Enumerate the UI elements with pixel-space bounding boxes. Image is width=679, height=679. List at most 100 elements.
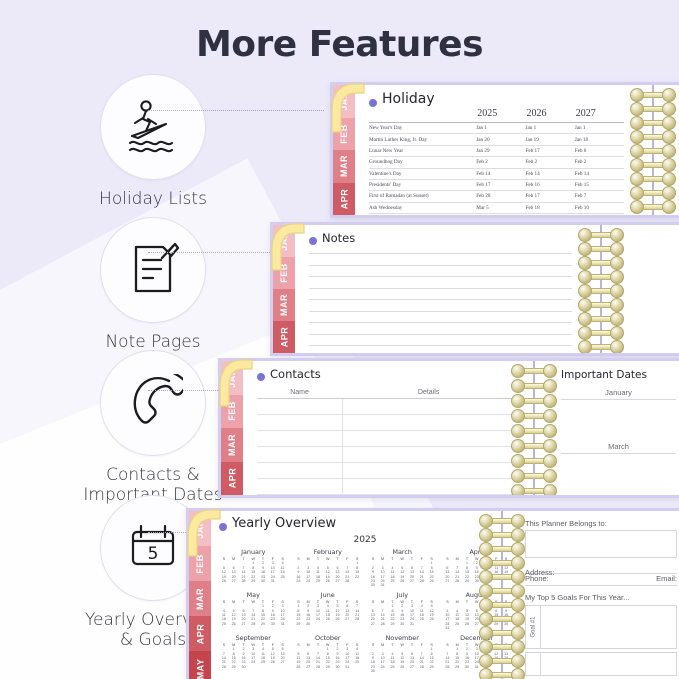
mini-calendar-june: June S M T W T F S 1 2 3 4 5 6 7 8 9 10 11 12 13 14 15 16 17 18 19… bbox=[296, 590, 360, 626]
month-tab-feb[interactable]: FEB bbox=[189, 546, 211, 581]
month-tab-feb[interactable]: FEB bbox=[273, 257, 295, 289]
note-line[interactable] bbox=[309, 299, 572, 300]
spiral-ring bbox=[630, 186, 676, 200]
month-tab-strip[interactable]: JAN FEB MAR APR bbox=[273, 225, 295, 353]
spiral-ring bbox=[479, 584, 525, 598]
note-line[interactable] bbox=[309, 333, 572, 335]
yearly-calendar-grid: January S M T W T F S 1 2 3 4 5 6 7 8 9 10 11 12 13 14 15 16 17 1… bbox=[219, 548, 511, 674]
planner-page-contacts[interactable]: JAN FEB MAR APR Contacts Name Details Import… bbox=[218, 358, 679, 498]
table-row: First of Ramadan (at Sunset) Feb 28 Feb 17… bbox=[369, 190, 624, 203]
spiral-ring bbox=[479, 668, 525, 679]
table-row[interactable] bbox=[257, 462, 515, 479]
note-line[interactable] bbox=[309, 276, 572, 277]
spiral-ring bbox=[511, 394, 557, 408]
month-tab-strip[interactable]: JAN FEB MAR APR bbox=[333, 85, 355, 215]
month-tab-mar[interactable]: MAR bbox=[333, 150, 355, 183]
spiral-ring bbox=[511, 364, 557, 378]
connector-line-1 bbox=[148, 110, 324, 112]
table-row[interactable] bbox=[257, 414, 515, 431]
planner-page-notes[interactable]: JAN FEB MAR APR Notes bbox=[270, 222, 679, 356]
mini-calendar-march: March S M T W T F S 1 2 3 4 5 6 7 8 9 10 11 12 13 14 15 16 17 18 1… bbox=[370, 548, 434, 588]
heading-dot bbox=[369, 99, 377, 107]
month-tab-feb[interactable]: FEB bbox=[333, 117, 355, 150]
table-row[interactable] bbox=[257, 478, 515, 495]
goal-entry-1[interactable]: Goal #1 bbox=[525, 605, 677, 649]
mini-calendar-january: January S M T W T F S 1 2 3 4 5 6 7 8 9 10 11 12 13 14 15 16 17 1… bbox=[221, 548, 285, 584]
note-line[interactable] bbox=[309, 264, 572, 266]
spiral-ring bbox=[630, 172, 676, 186]
note-line[interactable] bbox=[309, 345, 572, 346]
heading-dot bbox=[219, 523, 227, 531]
month-tab-jan[interactable]: JAN bbox=[189, 511, 211, 546]
month-tab-jan[interactable]: JAN bbox=[273, 225, 295, 257]
note-line[interactable] bbox=[309, 310, 572, 312]
connector-line-2 bbox=[148, 252, 274, 254]
month-tab-jan[interactable]: JAN bbox=[221, 361, 243, 395]
table-row: Valentine's Day Feb 14 Feb 14 Feb 14 bbox=[369, 168, 624, 180]
table-row[interactable] bbox=[257, 446, 515, 463]
column-header: Details bbox=[342, 387, 515, 399]
month-tab-apr[interactable]: APR bbox=[221, 461, 243, 495]
spiral-ring bbox=[630, 130, 676, 144]
month-tab-mar[interactable]: MAR bbox=[273, 289, 295, 321]
month-tab-strip[interactable]: JAN FEB MAR APR bbox=[221, 361, 243, 495]
spiral-ring bbox=[630, 158, 676, 172]
contacts-table: Name Details bbox=[257, 387, 515, 495]
page-heading: Holiday bbox=[382, 91, 435, 107]
month-tab-mar[interactable]: MAR bbox=[189, 581, 211, 616]
spiral-binding bbox=[630, 85, 676, 215]
month-tab-may[interactable]: MAY bbox=[189, 651, 211, 679]
mini-calendar-july: July S M T W T F S 1 2 3 4 5 6 7 8 9 10 11 12 13 14 15 16 17 18 19… bbox=[370, 590, 434, 626]
telephone-icon bbox=[100, 350, 206, 456]
planner-page-holiday[interactable]: JAN FEB MAR APR Holiday 2025 2026 2027 New Yea… bbox=[330, 82, 679, 218]
planner-page-yearly-overview[interactable]: JAN FEB MAR APR MAY Yearly Overview 2025 Jan… bbox=[186, 508, 679, 679]
spiral-ring bbox=[578, 270, 624, 284]
spiral-binding bbox=[479, 511, 525, 679]
month-tab-jan[interactable]: JAN bbox=[333, 85, 355, 118]
surfer-icon bbox=[100, 74, 206, 180]
month-tab-mar[interactable]: MAR bbox=[221, 428, 243, 462]
feature-holiday-lists: Holiday Lists bbox=[38, 74, 268, 209]
table-row[interactable] bbox=[257, 494, 515, 495]
column-header: Name bbox=[257, 387, 343, 399]
spiral-ring bbox=[479, 542, 525, 556]
year-column-header: 2025 bbox=[477, 108, 498, 119]
note-line[interactable] bbox=[309, 322, 572, 323]
spiral-ring bbox=[511, 424, 557, 438]
spiral-ring bbox=[511, 439, 557, 453]
spiral-ring bbox=[511, 409, 557, 423]
table-row: Lunar New Year Jan 29 Feb 17 Feb 6 bbox=[369, 145, 624, 158]
month-tab-apr[interactable]: APR bbox=[189, 616, 211, 651]
feature-label: Note Pages bbox=[105, 332, 201, 352]
note-line[interactable] bbox=[309, 287, 572, 289]
important-date-section: January bbox=[561, 388, 676, 400]
belongs-to-input[interactable] bbox=[525, 530, 677, 558]
spiral-ring bbox=[578, 298, 624, 312]
address-label: Address: bbox=[525, 568, 555, 577]
table-row: Daylight Saving Time BeginsMar 9Mar 8Mar… bbox=[369, 213, 624, 215]
spiral-ring bbox=[630, 102, 676, 116]
mini-calendar-september: September S M T W T F S 1 2 3 4 5 6 7 8 9 10 11 12 13 14 15 16 1… bbox=[221, 633, 285, 669]
spiral-ring bbox=[630, 88, 676, 102]
spiral-ring bbox=[479, 570, 525, 584]
note-line[interactable] bbox=[309, 253, 572, 254]
table-row[interactable] bbox=[257, 430, 515, 447]
heading-dot bbox=[309, 237, 317, 245]
spiral-ring bbox=[578, 326, 624, 340]
spiral-ring bbox=[578, 312, 624, 326]
year-column-header: 2026 bbox=[526, 108, 547, 119]
goal-entry-2[interactable] bbox=[525, 652, 677, 676]
note-pencil-icon bbox=[100, 217, 206, 323]
month-tab-apr[interactable]: APR bbox=[273, 321, 295, 353]
month-tab-feb[interactable]: FEB bbox=[221, 394, 243, 428]
month-tab-apr[interactable]: APR bbox=[333, 182, 355, 215]
month-tab-strip[interactable]: JAN FEB MAR APR MAY bbox=[189, 511, 211, 679]
spiral-ring bbox=[511, 469, 557, 483]
spiral-ring bbox=[479, 626, 525, 640]
table-row[interactable] bbox=[257, 398, 515, 415]
spiral-ring bbox=[479, 514, 525, 528]
feature-note-pages: Note Pages bbox=[38, 217, 268, 352]
spiral-ring bbox=[578, 256, 624, 270]
spiral-ring bbox=[578, 242, 624, 256]
